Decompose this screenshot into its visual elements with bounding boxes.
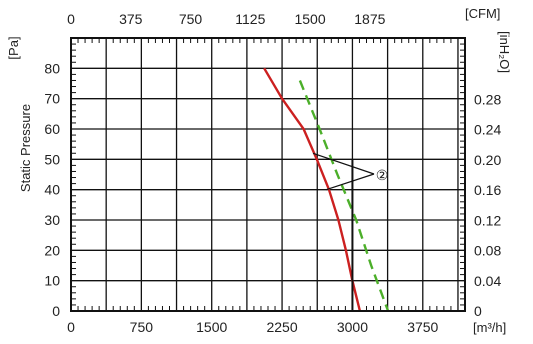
plot-frame [70,37,466,312]
annotation-group: ② [312,152,389,191]
series-group [263,67,390,312]
y-left-title: Static Pressure [18,104,33,192]
y-left-tick-label: 0 [52,303,60,319]
x-bottom-tick-label: 1500 [196,319,227,335]
y-right-tick-label: 0 [474,303,482,319]
x-bottom-unit: [m³/h] [473,320,506,335]
y-right-tick-label: 0.28 [474,91,501,107]
y-left-unit: [Pa] [6,36,21,59]
grid [71,38,465,311]
y-left-tick-label: 10 [44,273,60,289]
y-right-tick-label: 0.24 [474,122,501,138]
x-top-tick-label: 1125 [235,11,265,27]
y-right-unit: [inH₂O] [497,31,512,73]
x-top-tick-label: 375 [119,11,143,27]
y-right-tick-label: 0.08 [474,243,501,259]
x-top-tick-label: 1500 [294,11,325,27]
x-top-tick-label: 750 [179,11,203,27]
y-left-tick-label: 20 [44,242,60,258]
annotation-leader-line [312,152,375,175]
y-right-tick-label: 0.16 [474,182,501,198]
x-bottom-tick-label: 2250 [266,319,297,335]
x-bottom-tick-label: 750 [130,319,154,335]
x-top-tick-label: 1875 [354,11,385,27]
x-bottom-tick-label: 0 [67,319,75,335]
x-bottom-tick-label: 3000 [337,319,368,335]
y-left-tick-label: 30 [44,212,60,228]
y-right-tick-label: 0.04 [474,273,501,289]
y-left-tick-label: 40 [44,182,60,198]
annotation-label: ② [376,167,389,183]
x-top-unit: [CFM] [465,6,500,21]
y-right-tick-label: 0.12 [474,212,501,228]
x-top-tick-label: 0 [67,11,75,27]
y-left-tick-label: 80 [44,60,60,76]
x-bottom-tick-label: 3750 [407,319,438,335]
y-left-tick-label: 70 [44,91,60,107]
solid-curve [263,67,362,312]
y-right-tick-label: 0.20 [474,152,501,168]
annotation-leader-line [325,173,375,191]
y-left-tick-label: 50 [44,151,60,167]
y-left-tick-label: 60 [44,121,60,137]
